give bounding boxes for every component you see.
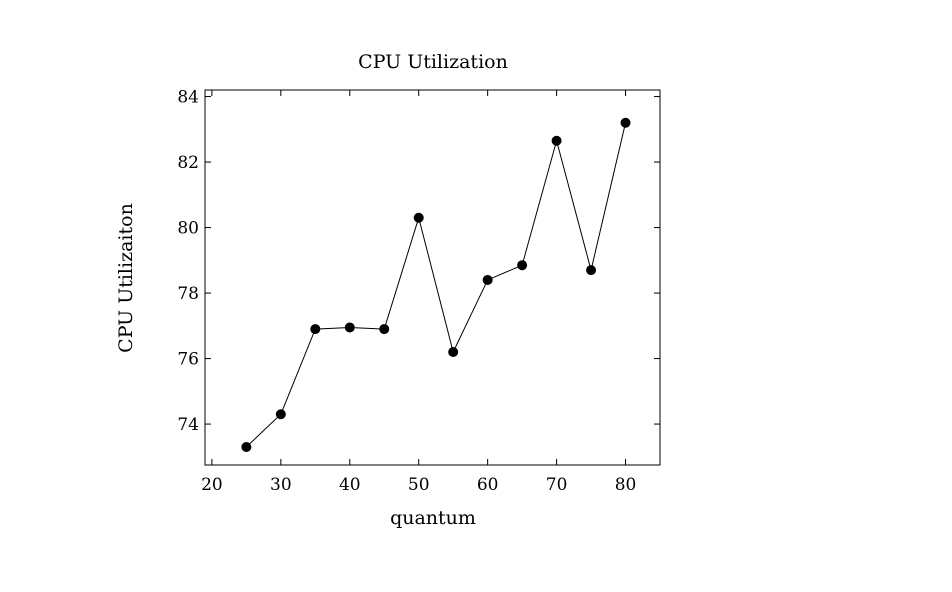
data-point (586, 265, 597, 276)
data-point (241, 441, 252, 452)
data-point (275, 409, 286, 420)
x-tick-label: 20 (201, 475, 223, 495)
y-tick-label: 82 (177, 153, 199, 173)
y-tick-label: 74 (177, 415, 199, 435)
data-point (517, 260, 528, 271)
y-tick-label: 76 (177, 350, 199, 370)
data-point (379, 324, 390, 335)
plot-frame (204, 89, 661, 466)
x-tick-label: 50 (408, 475, 430, 495)
x-tick-label: 30 (270, 475, 292, 495)
data-point (413, 212, 424, 223)
x-axis-label: quantum (390, 507, 476, 529)
x-tick-label: 70 (546, 475, 568, 495)
y-tick-label: 84 (177, 88, 199, 108)
data-point (448, 347, 459, 358)
x-tick-label: 40 (339, 475, 361, 495)
data-point (620, 117, 631, 128)
y-tick-label: 80 (177, 219, 199, 239)
y-tick-label: 78 (177, 284, 199, 304)
x-axis: 20 30 40 50 60 70 80 (201, 90, 636, 495)
x-tick-label: 80 (615, 475, 637, 495)
y-axis-label: CPU Utilizaiton (115, 203, 137, 353)
data-point (344, 322, 355, 333)
data-point (310, 324, 321, 335)
data-points (241, 117, 631, 452)
series-line (246, 122, 627, 448)
y-axis: 74 76 78 80 82 84 (177, 88, 660, 435)
data-point (482, 274, 493, 285)
x-tick-label: 60 (477, 475, 499, 495)
chart-title: CPU Utilization (358, 51, 508, 73)
data-point (551, 135, 562, 146)
